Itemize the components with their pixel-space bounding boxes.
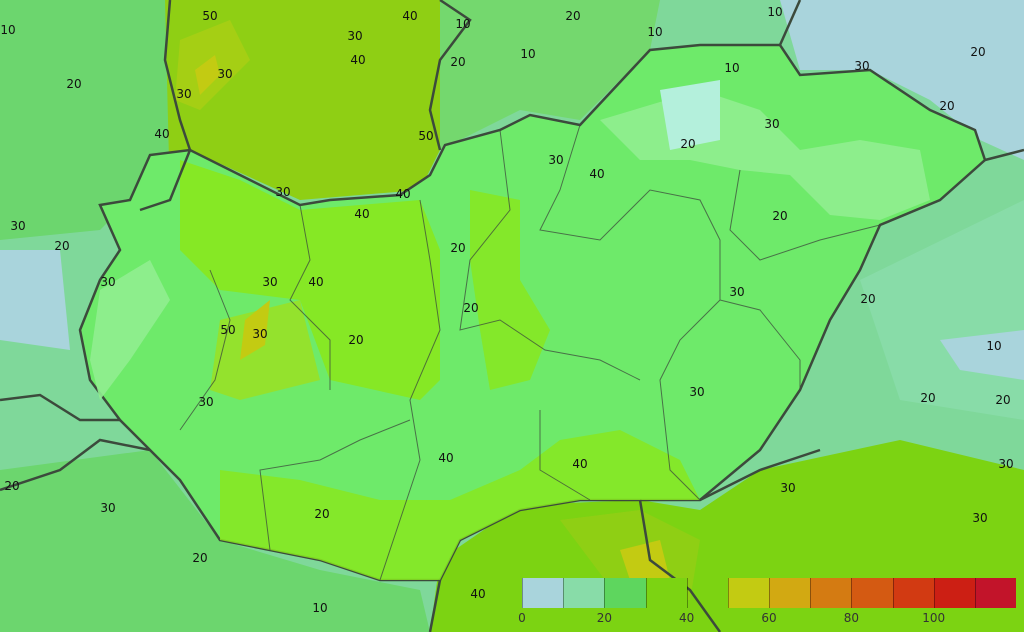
contour-label: 40 xyxy=(470,587,485,601)
contour-label: 20 xyxy=(348,333,363,347)
contour-label: 30 xyxy=(347,29,362,43)
legend-tick: 80 xyxy=(843,611,859,625)
contour-label: 30 xyxy=(548,153,563,167)
legend-bin xyxy=(604,578,646,608)
contour-label: 20 xyxy=(970,45,985,59)
contour-label: 20 xyxy=(680,137,695,151)
contour-label: 20 xyxy=(920,391,935,405)
legend-bin xyxy=(933,578,976,608)
contour-label: 30 xyxy=(252,327,267,341)
legend-bin xyxy=(810,578,852,608)
contour-label: 40 xyxy=(402,9,417,23)
contour-label: 40 xyxy=(354,207,369,221)
contour-label: 20 xyxy=(450,55,465,69)
contour-label: 50 xyxy=(220,323,235,337)
contour-label: 30 xyxy=(729,285,744,299)
legend-bin xyxy=(563,578,605,608)
contour-label: 20 xyxy=(4,479,19,493)
contour-label: 20 xyxy=(772,209,787,223)
contour-label: 30 xyxy=(998,457,1013,471)
contour-label: 20 xyxy=(54,239,69,253)
legend-tick: 60 xyxy=(761,611,777,625)
contour-label: 10 xyxy=(647,25,662,39)
contour-label: 40 xyxy=(350,53,365,67)
contour-label: 30 xyxy=(100,501,115,515)
contour-label: 10 xyxy=(767,5,782,19)
legend-bin xyxy=(769,578,811,608)
contour-label: 10 xyxy=(986,339,1001,353)
legend-bin xyxy=(522,578,564,608)
contour-label: 40 xyxy=(395,187,410,201)
legend-tick: 20 xyxy=(596,611,612,625)
contour-label: 10 xyxy=(0,23,15,37)
contour-label: 20 xyxy=(995,393,1010,407)
legend-tick: 100 xyxy=(922,611,946,625)
contour-label: 20 xyxy=(860,292,875,306)
contour-label: 30 xyxy=(275,185,290,199)
contour-labels: 10 20 30 40 50 30 40 20 10 10 20 30 10 10 20 30 20 10 20 30… xyxy=(0,5,1013,615)
contour-label: 30 xyxy=(262,275,277,289)
contour-label: 50 xyxy=(418,129,433,143)
contour-label: 20 xyxy=(463,301,478,315)
legend-tick: 0 xyxy=(518,611,526,625)
contour-label: 40 xyxy=(308,275,323,289)
contour-label: 40 xyxy=(589,167,604,181)
legend-tick: 40 xyxy=(679,611,695,625)
contour-label: 30 xyxy=(689,385,704,399)
contour-label: 30 xyxy=(972,511,987,525)
contour-label: 30 xyxy=(10,219,25,233)
legend-bin xyxy=(727,578,770,608)
legend-bin xyxy=(974,578,1017,608)
legend-bin xyxy=(892,578,935,608)
contour-label: 50 xyxy=(202,9,217,23)
county-borders xyxy=(179,124,881,581)
contour-label: 20 xyxy=(939,99,954,113)
hungary-fields xyxy=(78,43,987,582)
contour-label: 20 xyxy=(450,241,465,255)
legend-bin xyxy=(851,578,893,608)
contour-label: 30 xyxy=(198,395,213,409)
contour-label: 20 xyxy=(314,507,329,521)
contour-label: 10 xyxy=(312,601,327,615)
contour-label: 40 xyxy=(572,457,587,471)
legend-bin xyxy=(686,578,729,608)
contour-label: 10 xyxy=(724,61,739,75)
contour-label: 40 xyxy=(438,451,453,465)
contour-label: 20 xyxy=(66,77,81,91)
contour-label: 10 xyxy=(455,17,470,31)
contour-label: 20 xyxy=(565,9,580,23)
contour-label: 30 xyxy=(780,481,795,495)
contour-label: 40 xyxy=(154,127,169,141)
legend-bin xyxy=(645,578,688,608)
contour-label: 30 xyxy=(217,67,232,81)
contour-label: 30 xyxy=(854,59,869,73)
contour-label: 20 xyxy=(192,551,207,565)
contour-label: 30 xyxy=(176,87,191,101)
color-legend: 0 20 40 60 80 100 xyxy=(518,578,1017,632)
contour-label: 10 xyxy=(520,47,535,61)
contour-label: 30 xyxy=(100,275,115,289)
contour-label: 30 xyxy=(764,117,779,131)
